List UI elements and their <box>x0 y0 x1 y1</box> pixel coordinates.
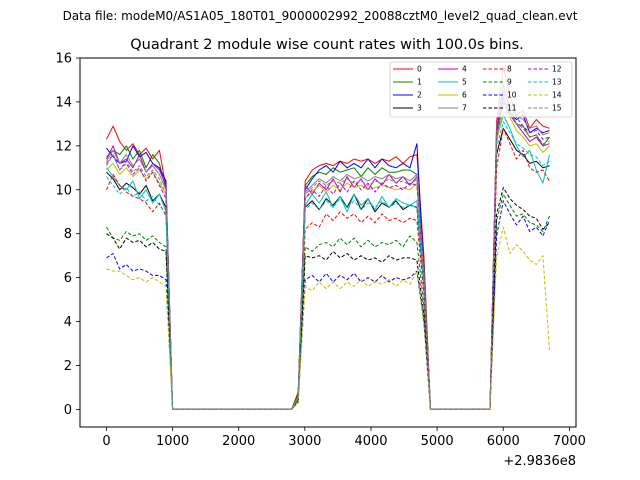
legend-label-6: 6 <box>462 91 467 100</box>
legend-frame <box>389 61 573 118</box>
chart-title: Quadrant 2 module wise count rates with … <box>130 37 524 53</box>
series-layer <box>106 66 550 410</box>
legend-label-9: 9 <box>507 78 512 87</box>
x-tick-label: 7000 <box>553 434 586 449</box>
x-tick-label: 4000 <box>354 434 387 449</box>
x-tick-label: 3000 <box>288 434 321 449</box>
legend-label-3: 3 <box>417 104 422 113</box>
y-tick-label: 10 <box>55 183 72 198</box>
y-tick-label: 12 <box>55 139 72 154</box>
legend-label-14: 14 <box>552 91 562 100</box>
x-tick-label: 5000 <box>421 434 454 449</box>
plot-frame <box>79 57 577 428</box>
y-tick-label: 4 <box>64 315 72 330</box>
y-tick-label: 0 <box>64 403 72 418</box>
legend-label-2: 2 <box>417 91 422 100</box>
series-line-15 <box>106 101 550 410</box>
x-axis: 0 1000 2000 3000 4000 5000 6000 7000 <box>102 427 586 449</box>
x-axis-offset-label: +2.9836e8 <box>503 454 576 469</box>
legend-label-4: 4 <box>462 65 467 74</box>
x-tick-label: 2000 <box>222 434 255 449</box>
y-tick-label: 6 <box>64 271 72 286</box>
legend-label-12: 12 <box>552 65 562 74</box>
legend-label-13: 13 <box>552 78 562 87</box>
legend-label-7: 7 <box>462 104 467 113</box>
legend-label-1: 1 <box>417 78 422 87</box>
legend-label-10: 10 <box>507 91 517 100</box>
legend-label-0: 0 <box>417 65 422 74</box>
legend-label-8: 8 <box>507 65 512 74</box>
y-tick-label: 14 <box>55 95 72 110</box>
y-axis: 0 2 4 6 8 10 12 14 16 <box>55 52 80 418</box>
legend-label-11: 11 <box>507 104 517 113</box>
x-tick-label: 6000 <box>487 434 520 449</box>
x-tick-label: 0 <box>102 434 110 449</box>
x-tick-label: 1000 <box>156 434 189 449</box>
y-tick-label: 8 <box>64 227 72 242</box>
chart-suptitle: Data file: modeM0/AS1A05_180T01_90000029… <box>63 9 578 23</box>
y-tick-label: 2 <box>64 359 72 374</box>
y-tick-label: 16 <box>55 52 72 67</box>
legend-label-15: 15 <box>552 104 562 113</box>
legend-label-5: 5 <box>462 78 467 87</box>
